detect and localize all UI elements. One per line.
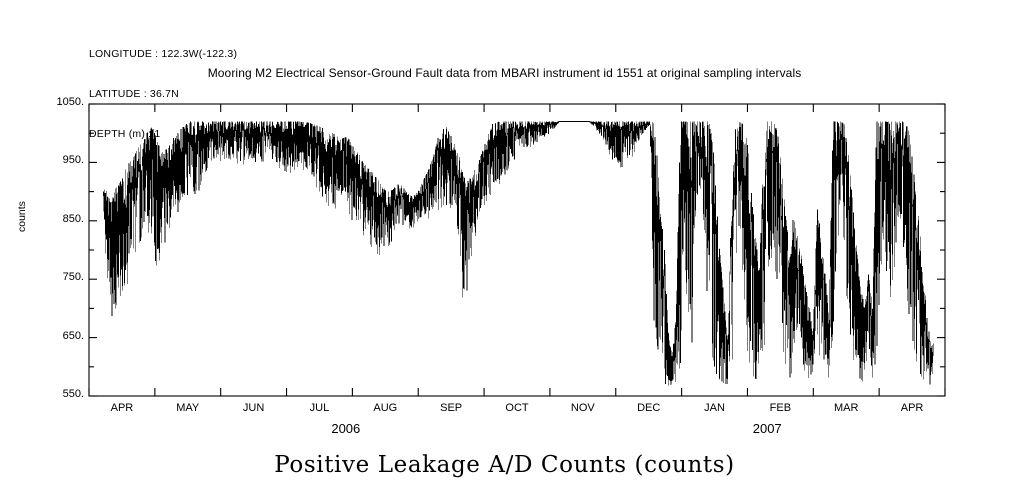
y-axis-tick-label: 550. — [62, 388, 84, 400]
x-axis-year-label: 2006 — [331, 421, 361, 436]
depth-text: DEPTH (m) : 1 — [89, 127, 161, 140]
chart-title: Mooring M2 Electrical Sensor-Ground Faul… — [207, 66, 802, 80]
figure-caption: Positive Leakage A/D Counts (counts) — [274, 452, 735, 478]
y-axis-tick-label: 950. — [62, 154, 84, 167]
latitude-text: LATITUDE : 36.7N — [89, 88, 179, 101]
longitude-text: LONGITUDE : 122.3W(-122.3) — [89, 48, 238, 61]
x-axis-tick-label: MAY — [176, 402, 200, 414]
x-axis-tick-label: SEP — [440, 402, 463, 414]
x-axis-tick-label: APR — [110, 402, 134, 414]
y-axis-title: counts — [16, 201, 28, 232]
x-axis-tick-label: AUG — [373, 402, 398, 414]
x-axis-tick-label: OCT — [505, 402, 529, 414]
x-axis-tick-label: JAN — [704, 402, 725, 414]
x-axis-tick-label: APR — [900, 402, 924, 414]
x-axis-tick-label: NOV — [570, 402, 595, 414]
y-axis-tick-label: 850. — [62, 212, 84, 225]
y-axis-tick-label: 1050. — [56, 96, 84, 108]
x-axis-tick-label: DEC — [637, 402, 661, 414]
x-axis-tick-label: MAR — [833, 402, 859, 414]
x-axis-tick-label: JUL — [309, 402, 330, 414]
y-axis-tick-label: 650. — [62, 329, 84, 342]
x-axis-year-label: 2007 — [752, 421, 782, 436]
station-metadata: LONGITUDE : 122.3W(-122.3) LATITUDE : 36… — [89, 22, 237, 167]
x-axis-tick-label: FEB — [769, 402, 792, 414]
y-axis-tick-label: 750. — [62, 271, 84, 284]
x-axis-tick-label: JUN — [242, 402, 265, 414]
data-trace — [103, 122, 933, 386]
y-axis-tick-labels: 1050. 950. 850. 750. 650. 550. — [36, 0, 84, 504]
